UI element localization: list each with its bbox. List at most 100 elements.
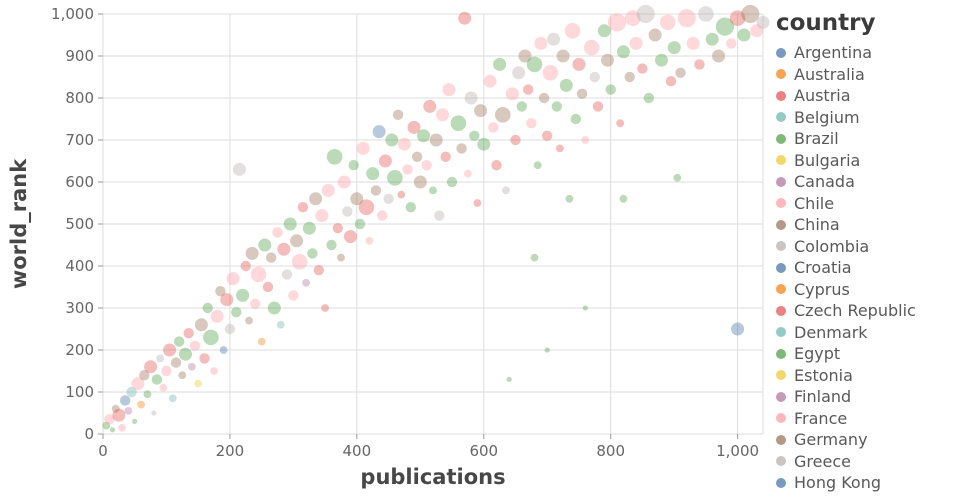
data-point <box>231 307 242 318</box>
legend-swatch-icon <box>776 262 786 273</box>
x-axis-tick-label: 1,000 <box>716 442 759 460</box>
data-point <box>163 343 177 357</box>
data-point <box>143 390 152 398</box>
data-point <box>291 253 308 270</box>
data-point <box>267 301 281 315</box>
legend-swatch-icon <box>776 176 786 187</box>
data-point <box>495 107 511 123</box>
data-point <box>220 293 234 307</box>
y-axis-tick-label: 200 <box>65 341 94 359</box>
data-point <box>667 41 681 55</box>
data-point <box>576 88 588 100</box>
legend-swatch-icon <box>776 198 786 209</box>
data-point <box>109 427 116 433</box>
data-point <box>570 113 581 125</box>
data-point <box>533 161 542 170</box>
legend-item-label: Chile <box>794 193 835 213</box>
data-point <box>159 383 168 392</box>
data-point <box>660 14 676 31</box>
data-point <box>385 133 399 147</box>
data-point <box>236 288 250 302</box>
legend-item: France <box>776 408 960 430</box>
data-point <box>726 38 737 49</box>
data-point <box>118 423 126 432</box>
data-point <box>302 221 316 235</box>
legend-item: China <box>776 214 960 236</box>
data-point <box>262 281 274 293</box>
data-point <box>434 210 445 221</box>
data-point <box>272 227 283 238</box>
legend-item-label: Argentina <box>794 43 873 63</box>
data-point <box>397 137 411 151</box>
data-point <box>542 65 559 81</box>
y-axis-tick-label: 400 <box>65 257 94 275</box>
data-point <box>429 133 443 147</box>
legend-item: Finland <box>776 386 960 408</box>
data-point <box>423 99 437 113</box>
data-point <box>442 83 456 97</box>
data-point <box>605 84 616 95</box>
data-point <box>170 357 182 368</box>
data-point <box>648 28 662 42</box>
data-point <box>417 129 430 143</box>
y-axis-tick-label: 0 <box>84 425 94 443</box>
x-axis-tick-label: 800 <box>596 442 625 460</box>
data-point <box>137 400 146 409</box>
data-point <box>302 278 310 287</box>
data-point <box>686 36 700 50</box>
y-axis-title: world_rank <box>7 158 31 289</box>
data-point <box>750 24 764 38</box>
legend-item-label: Denmark <box>794 322 868 342</box>
data-point <box>321 183 335 197</box>
data-point <box>179 347 192 361</box>
data-point <box>589 71 600 83</box>
legend-item-label: Croatia <box>794 258 852 278</box>
data-point <box>215 286 226 297</box>
data-point <box>245 316 253 325</box>
x-axis-tick-label: 200 <box>216 442 245 460</box>
data-point <box>458 11 472 25</box>
legend-item-label: France <box>794 408 848 428</box>
legend-swatch-icon <box>776 90 786 101</box>
data-point <box>523 84 534 95</box>
data-point <box>344 230 357 244</box>
data-point <box>210 367 219 375</box>
data-point <box>245 246 259 260</box>
legend-swatch-icon <box>776 112 786 123</box>
legend-item: Croatia <box>776 257 960 279</box>
y-axis-tick-label: 100 <box>65 383 94 401</box>
data-point <box>111 404 120 413</box>
legend-title: country <box>776 10 876 36</box>
x-axis-tick-label: 400 <box>343 442 372 460</box>
data-point <box>625 10 641 26</box>
legend-item-label: Finland <box>794 387 852 407</box>
data-point <box>120 395 131 406</box>
data-point <box>210 309 224 323</box>
legend-item: Egypt <box>776 343 960 365</box>
data-point <box>377 210 388 221</box>
data-point <box>493 57 507 71</box>
data-point <box>616 45 630 59</box>
legend-item-label: Australia <box>794 64 865 84</box>
data-point <box>505 87 519 101</box>
data-point <box>139 370 150 381</box>
legend-swatch-icon <box>776 413 786 424</box>
legend-item-label: Estonia <box>794 365 853 385</box>
legend-item: Argentina <box>776 42 960 64</box>
data-point <box>534 36 548 50</box>
legend-swatch-icon <box>776 69 786 80</box>
data-point <box>250 298 261 309</box>
data-point <box>194 318 208 332</box>
data-point <box>624 71 635 83</box>
data-point <box>326 149 343 165</box>
data-point <box>370 185 382 196</box>
legend-item-label: China <box>794 215 840 235</box>
legend-item-label: Colombia <box>794 236 870 256</box>
data-point <box>161 365 172 377</box>
legend-swatch-icon <box>776 434 786 445</box>
legend-item: Brazil <box>776 128 960 150</box>
data-point <box>132 418 138 424</box>
data-point <box>677 9 696 28</box>
data-point <box>326 239 337 251</box>
